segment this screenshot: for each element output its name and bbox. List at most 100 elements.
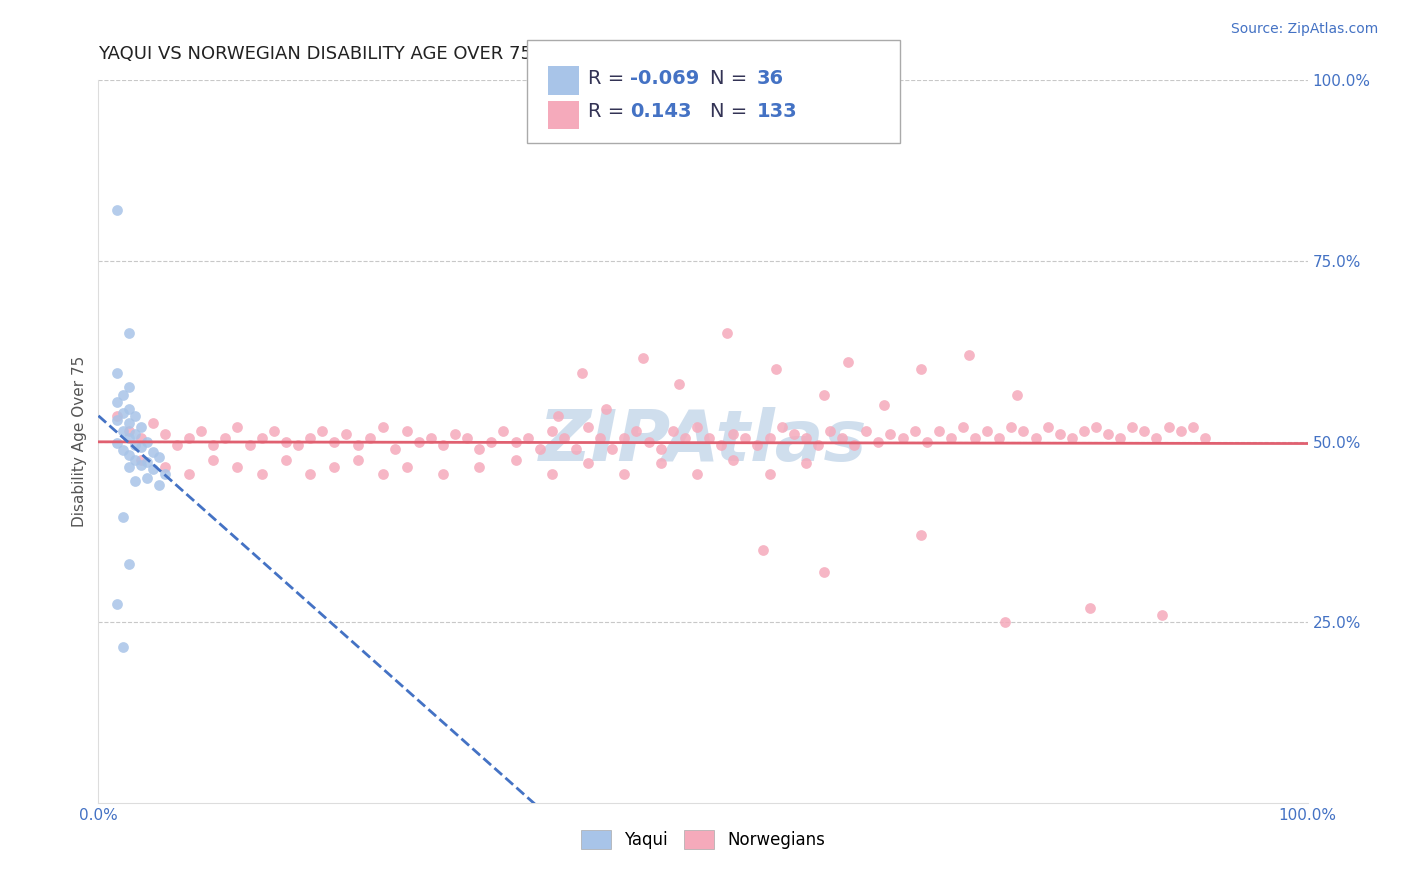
Point [794,456,817,470]
Point [395,424,418,438]
Point [637,434,659,449]
Text: N =: N = [710,102,754,121]
Point [752,542,775,557]
Point [420,431,443,445]
Point [263,424,285,438]
Point [456,431,478,445]
Point [468,459,491,474]
Point [505,434,527,449]
Point [758,431,780,445]
Point [547,409,569,424]
Point [239,438,262,452]
Point [395,459,418,474]
Point [214,431,236,445]
Point [553,431,575,445]
Point [994,615,1017,630]
Point [957,348,980,362]
Point [915,434,938,449]
Text: -0.069: -0.069 [630,69,699,88]
Point [613,467,636,481]
Point [723,427,745,442]
Point [765,362,787,376]
Point [166,438,188,452]
Point [153,459,176,474]
Point [105,413,128,427]
Point [1109,431,1132,445]
Point [118,326,141,340]
Point [129,458,152,472]
Point [432,438,454,452]
Point [716,326,738,340]
Point [516,431,538,445]
Point [135,434,157,449]
Point [129,420,152,434]
Point [540,467,562,481]
Point [734,431,756,445]
Point [118,558,141,572]
Point [111,640,134,655]
Point [118,417,141,431]
Point [360,431,382,445]
Point [323,434,346,449]
Point [105,597,128,611]
Point [287,438,309,452]
Point [444,427,467,442]
Point [111,424,134,438]
Text: R =: R = [588,102,630,121]
Point [148,450,170,465]
Point [250,431,273,445]
Point [589,431,612,445]
Point [844,438,866,452]
Point [673,431,696,445]
Point [135,470,157,484]
Text: ZIPAtlas: ZIPAtlas [538,407,868,476]
Point [105,436,128,450]
Point [347,438,370,452]
Point [142,462,165,476]
Point [250,467,273,481]
Point [492,424,515,438]
Point [818,424,841,438]
Point [384,442,406,456]
Point [105,394,128,409]
Point [910,362,932,376]
Point [650,456,672,470]
Point [142,445,165,459]
Point [626,424,648,438]
Point [371,467,394,481]
Point [837,355,859,369]
Point [124,409,146,424]
Point [118,459,141,474]
Point [468,442,491,456]
Point [153,467,176,481]
Point [770,420,793,434]
Point [1024,431,1046,445]
Point [274,434,297,449]
Point [299,467,322,481]
Point [1012,424,1035,438]
Point [782,427,804,442]
Point [129,431,152,445]
Point [1097,427,1119,442]
Point [226,420,249,434]
Point [602,442,624,456]
Point [988,431,1011,445]
Point [148,478,170,492]
Point [1085,420,1108,434]
Text: 0.143: 0.143 [630,102,692,121]
Point [976,424,998,438]
Point [723,452,745,467]
Point [1073,424,1095,438]
Point [129,452,152,467]
Point [347,452,370,467]
Point [202,438,225,452]
Point [179,431,201,445]
Point [111,443,134,458]
Point [952,420,974,434]
Point [831,431,853,445]
Point [758,467,780,481]
Point [1152,607,1174,622]
Point [571,366,593,380]
Point [118,402,141,417]
Point [576,420,599,434]
